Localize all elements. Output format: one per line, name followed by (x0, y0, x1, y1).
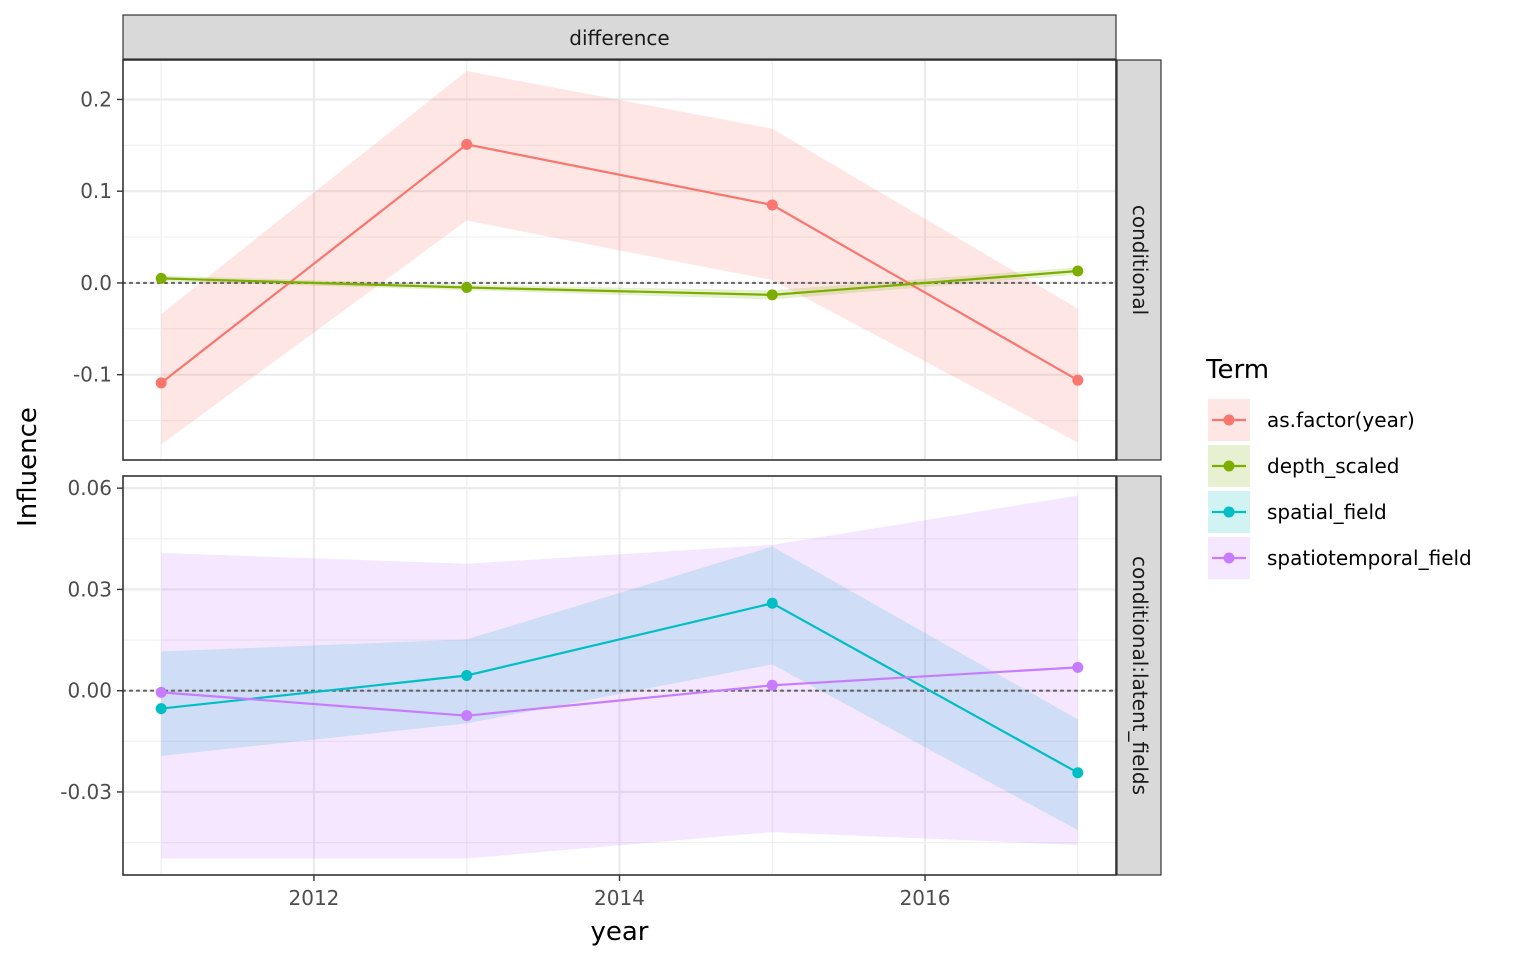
point-as-factor-year-2013 (461, 138, 473, 150)
legend-title: Term (1205, 355, 1269, 385)
legend-key-point (1223, 552, 1235, 564)
legend-key-point (1223, 460, 1235, 472)
legend-item-as-factor-year: as.factor(year) (1208, 399, 1415, 441)
legend-label: spatiotemporal_field (1267, 546, 1472, 570)
y-axis-title: Influence (13, 407, 43, 527)
point-spatiotemporal-field-2011 (155, 686, 167, 698)
ribbon-spatiotemporal-field (161, 495, 1078, 859)
y-tick-label: 0.00 (67, 679, 112, 703)
x-tick-label: 2016 (900, 886, 951, 910)
panel-conditional: -0.1 0.0 0.1 0.2 conditional (73, 59, 1162, 461)
legend-item-spatiotemporal-field: spatiotemporal_field (1208, 537, 1472, 579)
legend-item-spatial-field: spatial_field (1208, 491, 1387, 533)
y-tick-label: 0.2 (80, 87, 112, 111)
point-depth-scaled-2015 (766, 289, 778, 301)
point-spatial-field-2015 (766, 597, 778, 609)
y-tick-label: 0.1 (80, 179, 112, 203)
point-spatiotemporal-field-2013 (461, 710, 473, 722)
legend-key-point (1223, 506, 1235, 518)
top-strip-label: difference (569, 26, 669, 50)
legend-key-point (1223, 414, 1235, 426)
point-spatiotemporal-field-2015 (766, 679, 778, 691)
point-depth-scaled-2013 (461, 282, 473, 294)
ribbon-depth-scaled (161, 267, 1078, 300)
y-tick-label: -0.03 (60, 780, 112, 804)
x-tick-label: 2012 (289, 886, 340, 910)
panel-conditional-latent-fields: -0.03 0.00 0.03 0.06 conditional:latent_fiel… (60, 475, 1162, 876)
top-strip: difference (122, 14, 1117, 60)
legend-item-depth-scaled: depth_scaled (1208, 445, 1399, 487)
x-axis: 2012 2014 2016 (289, 875, 951, 910)
point-as-factor-year-2017 (1072, 374, 1084, 386)
y-tick-label: -0.1 (73, 363, 112, 387)
ribbon-as-factor-year (161, 71, 1078, 445)
point-spatial-field-2011 (155, 703, 167, 715)
right-strip-label: conditional (1128, 205, 1152, 315)
point-as-factor-year-2011 (155, 377, 167, 389)
top-strip-background (122, 14, 1117, 60)
right-strip-background (1116, 475, 1162, 876)
line-spatiotemporal-field (161, 666, 1078, 717)
point-depth-scaled-2011 (155, 272, 167, 284)
point-spatial-field-2013 (461, 670, 473, 681)
line-depth-scaled (161, 269, 1078, 296)
x-tick-label: 2014 (594, 886, 645, 910)
legend-label: as.factor(year) (1267, 408, 1415, 432)
right-strip-conditional: conditional (1116, 59, 1162, 461)
y-tick-label: 0.03 (67, 577, 112, 601)
line-as-factor-year (160, 143, 1079, 384)
panels-layer: -0.1 0.0 0.1 0.2 conditional -0.03 0.00 0.03 0.0… (60, 59, 1162, 876)
point-as-factor-year-2015 (766, 199, 778, 211)
x-axis-title: year (590, 917, 648, 947)
line-spatial-field (161, 602, 1079, 774)
y-tick-label: 0.06 (67, 476, 112, 500)
legend-label: spatial_field (1267, 500, 1387, 524)
legend: Term as.factor(year) depth_scaled spatial_… (1205, 355, 1472, 579)
point-spatial-field-2017 (1072, 767, 1084, 779)
right-strip-label: conditional:latent_fields (1128, 556, 1152, 795)
panel-border (122, 59, 1117, 461)
right-strip-background (1116, 59, 1162, 461)
legend-label: depth_scaled (1267, 454, 1399, 478)
y-tick-label: 0.0 (80, 271, 112, 295)
point-depth-scaled-2017 (1072, 265, 1084, 277)
ribbon-spatial-field (161, 546, 1078, 831)
point-spatiotemporal-field-2017 (1072, 661, 1084, 673)
right-strip-conditional-latent-fields: conditional:latent_fields (1116, 475, 1162, 876)
